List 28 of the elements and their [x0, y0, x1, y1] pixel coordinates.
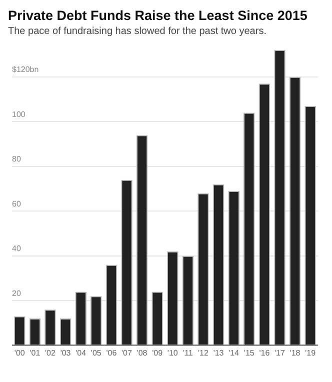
x-tick-label: '09 — [152, 348, 164, 358]
x-tick-label: '10 — [167, 348, 178, 358]
x-tick-label: '17 — [274, 348, 286, 358]
x-tick-label: '01 — [30, 348, 41, 358]
x-tick-label: '15 — [244, 348, 255, 358]
x-tick-label: '02 — [45, 348, 56, 358]
x-tick-label: '05 — [90, 348, 102, 358]
x-tick-label: '14 — [228, 348, 240, 358]
y-tick-label: 100 — [12, 110, 26, 119]
y-tick-label: 20 — [12, 288, 22, 298]
x-tick-label: '12 — [198, 348, 210, 358]
chart-subtitle: The pace of fundraising has slowed for the past two years. — [8, 26, 268, 37]
y-tick-label: 60 — [12, 199, 22, 208]
y-tick-label: $120bn — [12, 65, 39, 74]
x-tick-label: '19 — [305, 348, 316, 358]
x-tick-label: '16 — [259, 348, 270, 358]
chart-title: Private Debt Funds Raise the Least Since 2015 — [8, 8, 308, 23]
x-tick-label: '04 — [76, 348, 87, 358]
y-tick-label: 80 — [12, 154, 22, 164]
x-tick-label: '08 — [136, 348, 148, 358]
x-tick-label: '00 — [14, 348, 26, 358]
x-tick-label: '13 — [213, 348, 224, 358]
x-tick-label: '06 — [106, 348, 118, 358]
x-tick-label: '07 — [122, 348, 133, 358]
y-tick-label: 40 — [12, 244, 22, 254]
x-tick-label: '18 — [290, 348, 301, 358]
x-tick-label: '11 — [183, 348, 194, 358]
x-tick-label: '03 — [60, 348, 72, 358]
